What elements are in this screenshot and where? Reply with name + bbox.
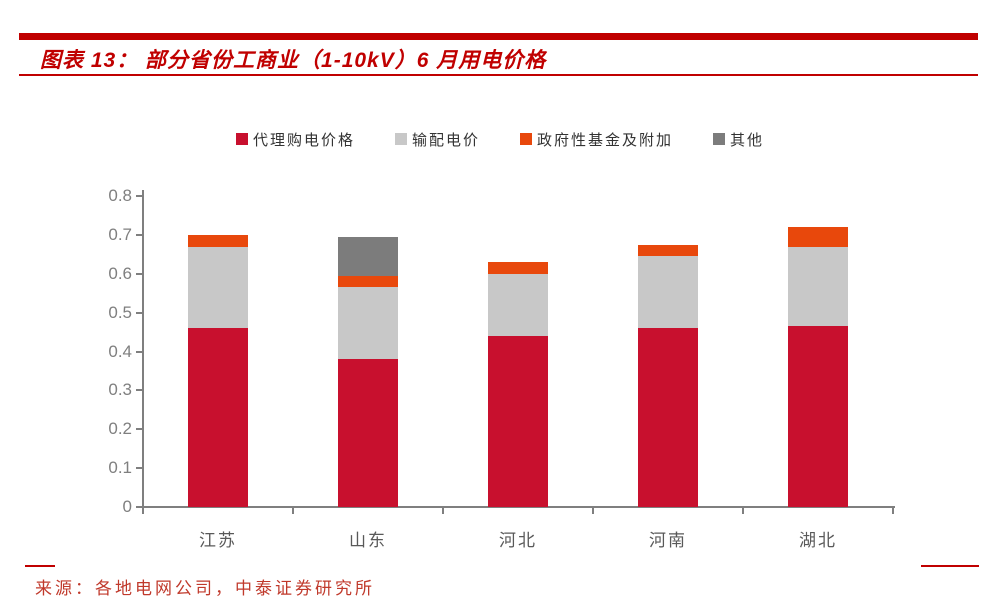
bar-hebei-segment-agency-purchase-price: [488, 335, 548, 507]
bar-jiangsu-segment-government-funds-surcharge: [188, 234, 248, 247]
y-tick-mark: [136, 233, 142, 236]
x-tick-mark: [892, 507, 894, 514]
x-tick-mark: [442, 507, 444, 514]
legend-swatch-agency-purchase-price: [235, 133, 248, 145]
bar-hubei-segment-government-funds-surcharge: [788, 227, 848, 247]
legend-swatch-other: [713, 133, 726, 145]
x-axis-label-jiangsu: 江苏: [199, 531, 237, 550]
y-tick-label: 0.3: [108, 380, 132, 400]
figure-title: 图表 13： 部分省份工商业（1-10kV）6 月用电价格: [40, 49, 547, 72]
legend-label-government-funds-surcharge: 政府性基金及附加: [537, 132, 674, 149]
bar-jiangsu-segment-agency-purchase-price: [188, 328, 248, 507]
source-note: 来源：各地电网公司，中泰证券研究所: [35, 579, 375, 598]
y-tick-mark: [136, 311, 142, 314]
y-tick-label: 0.2: [108, 419, 132, 439]
bar-shandong-segment-other: [338, 236, 398, 276]
y-axis-line: [142, 190, 144, 508]
bar-hebei: [488, 170, 548, 507]
bar-henan-segment-government-funds-surcharge: [638, 244, 698, 257]
x-tick-mark: [592, 507, 594, 514]
x-axis-label-hebei: 河北: [499, 531, 537, 550]
x-tick-mark: [292, 507, 294, 514]
legend-swatch-transmission-distribution-price: [394, 133, 407, 145]
chart-legend: 代理购电价格 输配电价 政府性基金及附加 其他: [0, 129, 1000, 149]
bar-hubei-segment-transmission-distribution-price: [788, 246, 848, 327]
legend-label-transmission-distribution-price: 输配电价: [411, 132, 480, 149]
y-tick-mark: [136, 506, 142, 508]
y-tick-mark: [136, 389, 142, 392]
bar-henan-segment-agency-purchase-price: [638, 328, 698, 507]
top-accent-bar: [19, 33, 978, 40]
legend-item-government-funds-surcharge: 政府性基金及附加: [520, 129, 673, 150]
bar-jiangsu-segment-transmission-distribution-price: [188, 246, 248, 329]
y-tick-label: 0.4: [108, 341, 132, 361]
y-tick-label: 0.8: [108, 186, 132, 205]
x-axis-line: [142, 506, 895, 508]
legend-item-other: 其他: [713, 129, 764, 150]
x-axis-label-hubei: 湖北: [799, 531, 837, 550]
bar-shandong: [338, 170, 398, 507]
legend-item-agency-purchase-price: 代理购电价格: [235, 129, 355, 150]
legend-label-other: 其他: [730, 132, 765, 149]
bar-jiangsu: [188, 170, 248, 507]
source-rule-right: [921, 565, 979, 567]
x-tick-mark: [742, 507, 744, 514]
y-tick-label: 0: [122, 497, 132, 516]
source-rule-left: [25, 565, 55, 567]
bar-shandong-segment-transmission-distribution-price: [338, 287, 398, 360]
y-tick-label: 0.7: [108, 224, 132, 244]
y-tick-mark: [136, 350, 142, 353]
y-tick-mark: [136, 467, 142, 470]
bar-shandong-segment-government-funds-surcharge: [338, 275, 398, 288]
x-tick-mark: [142, 507, 144, 514]
y-tick-mark: [136, 195, 142, 197]
legend-label-agency-purchase-price: 代理购电价格: [252, 132, 355, 149]
y-tick-label: 0.5: [108, 302, 132, 322]
y-tick-mark: [136, 272, 142, 275]
legend-item-transmission-distribution-price: 输配电价: [394, 129, 480, 150]
x-axis-label-shandong: 山东: [349, 531, 387, 550]
bar-henan-segment-transmission-distribution-price: [638, 256, 698, 329]
y-tick-label: 0.1: [108, 458, 132, 478]
bar-hubei: [788, 170, 848, 507]
x-axis-label-henan: 河南: [649, 531, 687, 550]
bar-hebei-segment-transmission-distribution-price: [488, 273, 548, 336]
bar-hebei-segment-government-funds-surcharge: [488, 262, 548, 274]
bar-shandong-segment-agency-purchase-price: [338, 359, 398, 507]
legend-swatch-government-funds-surcharge: [520, 133, 532, 145]
y-tick-label: 0.6: [108, 263, 132, 283]
chart-plot-area: 0 0.1 0.2 0.3 0.4 0.5 0.6 0.7 0.8 江苏 山东 河北 河南 湖北: [0, 170, 1000, 560]
y-tick-mark: [136, 428, 142, 431]
title-underline-rule: [19, 74, 978, 76]
bar-hubei-segment-agency-purchase-price: [788, 326, 848, 507]
bar-henan: [638, 170, 698, 507]
